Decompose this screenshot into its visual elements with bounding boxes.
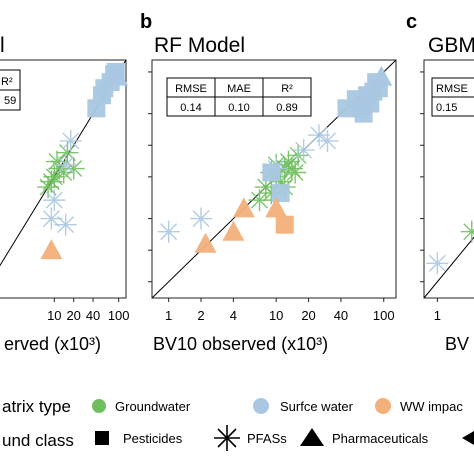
legend-pesticides-marker	[95, 431, 109, 445]
legend-compound: und class Pesticides PFASs Pharmaceutica…	[2, 425, 474, 451]
panel-a-table-value-0: 59	[4, 95, 16, 107]
panel-b-pfas-point	[284, 161, 307, 184]
panel-a-pfas-point	[62, 157, 85, 180]
panel-b-pharmaceutical-point	[194, 232, 217, 253]
panel-a-metrics-table: R² 59	[0, 69, 21, 111]
panel-a-pharmaceutical-point	[40, 239, 63, 260]
legend-surface-water-label: Surfce water	[280, 399, 354, 414]
panel-b-table-header-mae: MAE	[227, 83, 251, 95]
panel-a-pfas-point	[54, 213, 77, 236]
panel-c-letter: c	[406, 11, 417, 33]
panel-c-pfas-point	[426, 252, 449, 275]
legend-more-marker-fragment	[462, 431, 474, 445]
legend-pharmaceuticals-marker	[300, 428, 324, 446]
panel-b-xlabel: BV10 observed (x10³)	[153, 334, 328, 354]
legend-compound-label: und class	[2, 431, 74, 450]
panel-b-metrics-table: RMSE MAE R² 0.14 0.10 0.89	[166, 77, 312, 117]
panel-c-x-tick-label: 1	[434, 308, 441, 323]
panel-a-xlabel: erved (x10³)	[4, 334, 101, 354]
panel-a-pfas-point	[45, 150, 68, 173]
panel-b-pesticide-point	[354, 104, 373, 123]
legend-ww-impacted-label: WW impac	[400, 399, 463, 414]
legend-pfas-marker	[214, 425, 240, 451]
panel-c-table-header-0: RMSE	[436, 83, 468, 95]
panel-b-pesticide-point	[337, 99, 356, 118]
legend-groundwater-label: Groundwater	[115, 399, 191, 414]
panel-b-pharmaceutical-point	[370, 65, 393, 86]
panel-b-frame	[151, 59, 397, 299]
panel-c-xlabel: BV	[445, 334, 469, 354]
panel-a-x-tick-label: 10	[47, 308, 61, 323]
panel-a-pfas-point	[59, 129, 82, 152]
panel-b-table-header-r2: R²	[281, 83, 293, 95]
panel-b-pfas-point	[307, 124, 330, 147]
legend-pharmaceuticals-label: Pharmaceuticals	[332, 431, 429, 446]
panel-b-x-tick-label: 40	[334, 308, 348, 323]
panel-a-x-tick-label: 20	[66, 308, 80, 323]
panel-b-x-tick-label: 100	[373, 308, 395, 323]
panel-b-pharmaceutical-point	[222, 220, 245, 241]
legend-surface-water-marker	[253, 398, 269, 414]
panel-a-pharmaceutical-point	[106, 65, 129, 86]
panel-b-letter: b	[140, 11, 152, 33]
panel-b-pharmaceutical-point	[265, 197, 288, 218]
panel-a-pfas-point	[54, 153, 77, 176]
panel-b-table-value-r2: 0.89	[276, 102, 297, 114]
legend-pfas-label: PFASs	[247, 431, 287, 446]
panel-b-pharmaceutical-point	[232, 197, 255, 218]
legend-matrix-label: atrix type	[2, 397, 71, 416]
legend-pesticides-label: Pesticides	[123, 431, 183, 446]
legend-groundwater-marker	[92, 399, 106, 413]
panel-b-pfas-point	[292, 139, 315, 162]
panel-a-frame	[0, 59, 127, 299]
panel-c-pfas-point	[460, 220, 474, 243]
panel-b-table-header-rmse: RMSE	[175, 83, 207, 95]
panel-c-frame	[423, 59, 474, 299]
panel-b-x-tick-label: 4	[230, 308, 237, 323]
panel-b-pfas-point	[190, 207, 213, 230]
panel-b-pfas-point	[248, 189, 271, 212]
panel-a-x-tick-label: 40	[86, 308, 100, 323]
panel-a-x-tick-label: 100	[108, 308, 130, 323]
panel-a-table-header-0: R²	[1, 76, 13, 88]
panel-a-pesticide-point	[87, 99, 106, 118]
legend-matrix: atrix type Groundwater Surfce water WW i…	[2, 397, 463, 416]
panel-c-identity-line	[423, 236, 474, 299]
panel-b-x-tick-label: 20	[301, 308, 315, 323]
panel-b-x-tick-label: 10	[269, 308, 283, 323]
panel-b-table-value-mae: 0.10	[228, 102, 249, 114]
panel-b-x-tick-label: 1	[165, 308, 172, 323]
panel-a-pfas-point	[43, 189, 66, 212]
panel-c-table-value-0: 0.15	[436, 102, 457, 114]
legend-ww-impacted-marker	[375, 398, 391, 414]
panel-b-pesticide-point	[262, 163, 281, 182]
panel-b-x-tick-label: 2	[197, 308, 204, 323]
panel-c-title-fragment: GBM	[428, 34, 474, 57]
panel-b-pesticide-point	[275, 215, 294, 234]
panel-b-title: RF Model	[154, 34, 245, 57]
panel-a-pfas-point	[37, 176, 60, 199]
panel-a-title-fragment: l	[0, 34, 5, 57]
panel-b-table-value-rmse: 0.14	[180, 102, 201, 114]
panel-c-metrics-table: RMSE 0.15	[431, 77, 474, 117]
panel-b-pfas-point	[316, 129, 339, 152]
panel-b-pesticide-point	[271, 184, 290, 203]
panel-b-pfas-point	[157, 220, 180, 243]
